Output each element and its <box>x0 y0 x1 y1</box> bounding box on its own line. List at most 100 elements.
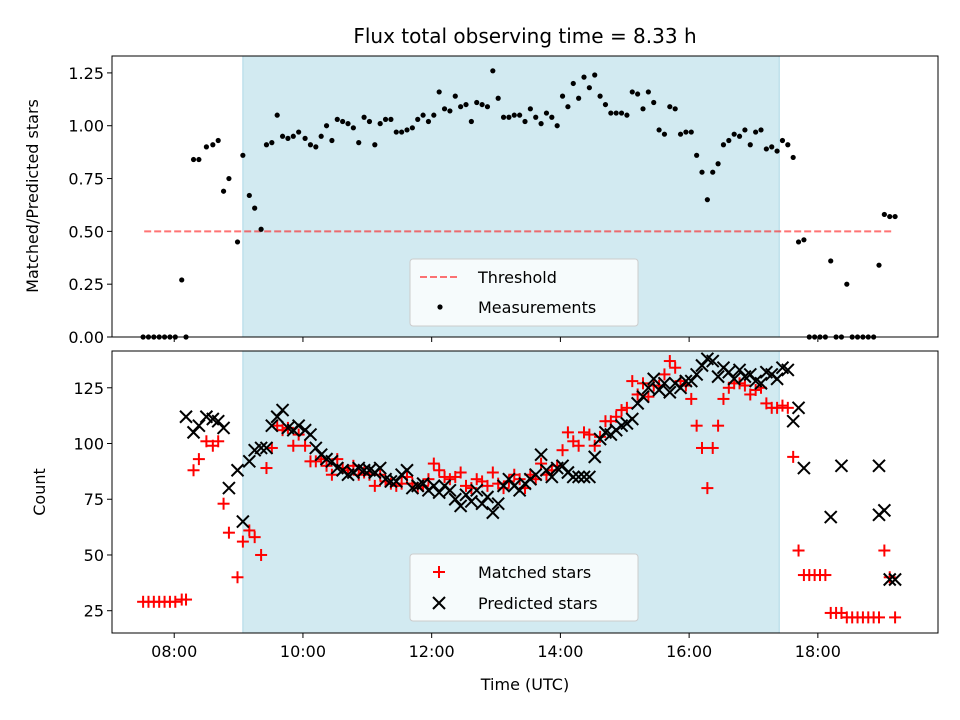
predicted-star-point <box>236 514 250 529</box>
measurement-point <box>559 93 566 99</box>
measurement-point <box>554 123 560 129</box>
matched-star-point <box>561 426 574 439</box>
measurement-point <box>742 127 748 133</box>
matched-star-point <box>443 473 456 486</box>
measurement-point <box>372 142 378 148</box>
predicted-star-point <box>647 372 661 386</box>
matched-star-point <box>615 404 628 417</box>
measurement-point <box>844 281 850 287</box>
top-legend: Threshold Measurements <box>409 258 639 327</box>
predicted-star-point <box>706 354 720 368</box>
measurement-point <box>726 137 732 144</box>
predicted-star-point <box>357 463 371 477</box>
measurement-point <box>715 161 721 167</box>
y-tick-label: 100 <box>73 435 104 454</box>
predicted-star-point <box>791 401 806 415</box>
y-tick-label: 0.00 <box>68 328 104 347</box>
matched-star-point <box>438 470 451 483</box>
measurement-point <box>661 131 668 137</box>
measurement-point <box>618 110 625 116</box>
predicted-star-point <box>480 490 495 504</box>
predicted-star-point <box>179 410 193 424</box>
measurement-point <box>635 91 641 97</box>
measurement-point <box>323 123 330 129</box>
measurement-point <box>677 131 684 137</box>
y-tick-label: 1.00 <box>68 117 104 136</box>
measurement-point <box>500 114 507 120</box>
predicted-star-point <box>571 470 586 484</box>
legend-measurements-label: Measurements <box>478 298 596 317</box>
top-plot-marks <box>140 68 898 340</box>
measurement-point <box>350 125 356 131</box>
matched-star-point <box>217 497 230 510</box>
measurement-point <box>420 112 426 118</box>
measurement-point <box>538 121 544 127</box>
predicted-star-point <box>824 510 838 524</box>
measurement-point <box>382 116 389 122</box>
matched-star-point <box>706 441 719 454</box>
predicted-star-point <box>291 418 306 433</box>
measurement-point <box>334 116 340 122</box>
measurement-point <box>366 118 373 125</box>
measurement-point <box>710 169 716 175</box>
measurement-point <box>704 197 710 203</box>
matched-star-point <box>470 473 483 486</box>
measurement-point <box>651 99 657 106</box>
bottom-legend: Matched stars Predicted stars <box>409 553 639 622</box>
measurement-point <box>258 226 264 232</box>
measurement-point <box>285 135 291 141</box>
measurement-point <box>356 140 362 146</box>
measurement-point <box>720 142 727 148</box>
measurement-point <box>887 213 893 220</box>
top-x-axis <box>173 337 819 342</box>
y-tick-label: 75 <box>84 490 104 509</box>
predicted-star-point <box>636 389 650 404</box>
predicted-star-point <box>464 494 479 509</box>
measurement-point <box>753 129 759 135</box>
predicted-star-point <box>470 483 484 498</box>
measurement-point <box>203 144 209 150</box>
predicted-star-point <box>216 421 231 435</box>
legend-threshold-label: Threshold <box>477 268 557 287</box>
predicted-star-point <box>486 505 500 520</box>
predicted-star-point <box>566 470 580 484</box>
predicted-star-point <box>491 496 505 511</box>
matched-star-point <box>535 457 548 470</box>
bottom-panel: 25 50 75 100 125 08:00 10:00 12:00 14:00 16:00 18… <box>30 350 939 694</box>
matched-star-point <box>819 569 832 582</box>
predicted-star-point <box>242 454 257 469</box>
predicted-star-point <box>657 376 672 391</box>
matched-star-point <box>669 361 682 374</box>
measurement-point <box>234 239 241 245</box>
measurement-point <box>613 110 619 116</box>
measurement-point <box>549 114 555 120</box>
measurement-point <box>790 154 796 161</box>
predicted-star-point <box>888 572 902 587</box>
measurement-point <box>361 114 367 120</box>
measurement-point <box>769 144 775 150</box>
measurement-point <box>468 118 474 125</box>
y-tick-label: 125 <box>73 379 104 398</box>
measurement-point <box>474 99 480 106</box>
matched-star-point <box>248 531 261 544</box>
matched-star-point <box>663 355 676 368</box>
predicted-star-point <box>689 367 704 382</box>
matched-star-point <box>433 464 446 477</box>
measurement-point <box>881 211 887 218</box>
predicted-star-point <box>303 427 318 442</box>
predicted-star-point <box>588 450 602 464</box>
bottom-y-axis: 25 50 75 100 125 <box>73 379 112 621</box>
matched-star-point <box>792 544 805 557</box>
measurement-point <box>736 133 743 139</box>
measurement-point <box>179 277 185 283</box>
measurement-point <box>404 127 410 133</box>
predicted-star-point <box>545 470 559 484</box>
measurement-point <box>393 129 399 135</box>
matched-star-point <box>180 593 193 606</box>
measurement-point <box>425 118 432 125</box>
predicted-star-point <box>754 376 768 391</box>
matched-star-point <box>556 444 569 457</box>
measurement-point <box>490 68 496 74</box>
matched-star-point <box>690 419 703 432</box>
measurement-point <box>484 104 491 110</box>
